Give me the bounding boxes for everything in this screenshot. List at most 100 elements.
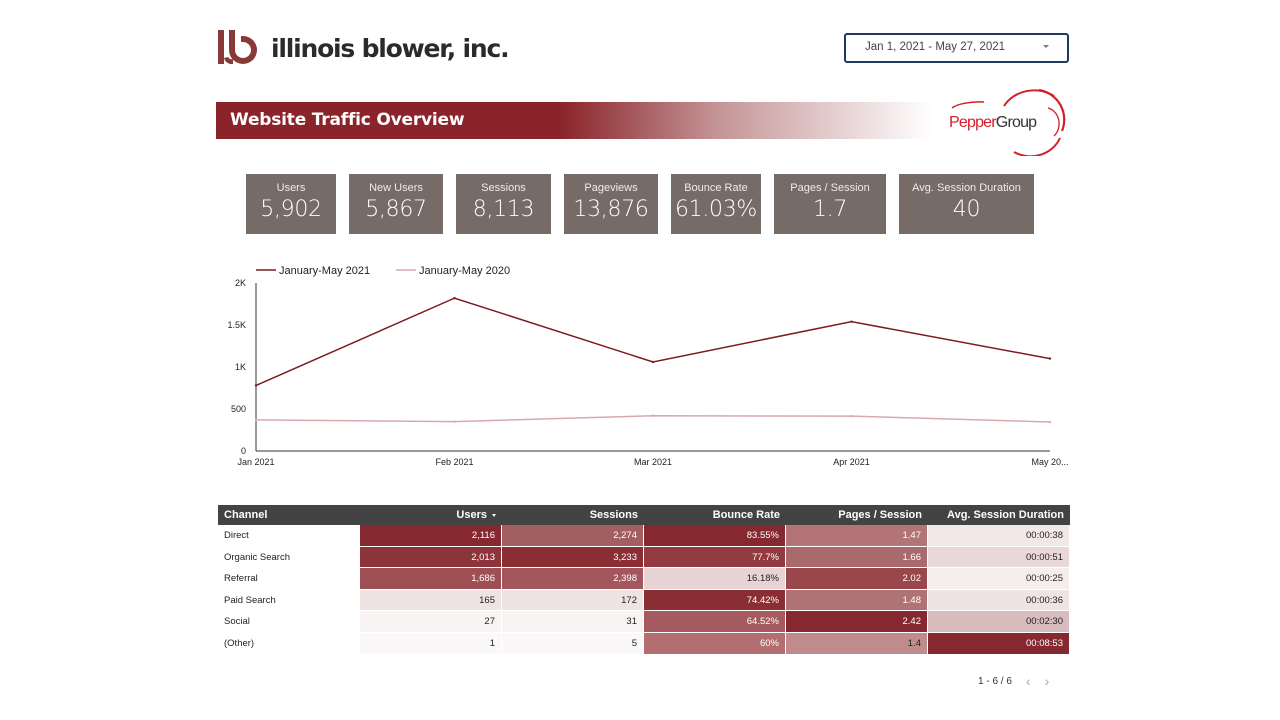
pagination-label: 1 - 6 / 6 [978,675,1012,687]
brand-name: illinois blower, inc. [271,33,510,63]
y-tick-label: 1K [235,362,246,372]
x-tick-label: Mar 2021 [634,457,672,467]
table-cell: 2,398 [502,568,644,589]
table-row: Organic Search 2,013 3,233 77.7% 1.66 00:00:5… [218,546,1070,569]
col-header-sessions[interactable]: Sessions [589,509,638,521]
kpi-label: New Users [369,182,423,194]
table-cell: Organic Search [218,546,360,568]
col-header-bounce-rate[interactable]: Bounce Rate [712,509,780,521]
table-cell: 2,274 [502,525,644,546]
series-2-point [453,420,456,423]
series-line-1 [255,297,1051,387]
table-row: Direct 2,116 2,274 83.55% 1.47 00:00:38 [218,525,1070,547]
legend-label-1: January-May 2021 [279,265,370,277]
date-range-picker[interactable]: Jan 1, 2021 - May 27, 2021 [844,33,1069,63]
table-cell: 1,686 [360,568,502,589]
table-cell: 77.7% [644,546,786,568]
chart-svg: 0 500 1K 1.5K 2K Jan 2021 Feb 2021 Mar 2021 Apr … [227,265,1068,467]
table-cell: 00:00:25 [928,568,1070,589]
table-body: Direct 2,116 2,274 83.55% 1.47 00:00:38 Organi… [218,525,1070,655]
kpi-label: Sessions [481,182,526,194]
col-header-users[interactable]: Users [360,505,502,525]
traffic-line-chart: 0 500 1K 1.5K 2K Jan 2021 Feb 2021 Mar 2021 Apr … [220,258,1080,473]
pepper-group-logo: PepperGroup [944,86,1068,156]
y-tick-label: 500 [231,404,246,414]
table-cell: 00:02:30 [928,611,1070,632]
chevron-right-icon[interactable]: › [1044,673,1050,689]
table-cell: 64.52% [644,611,786,632]
page-title: Website Traffic Overview [230,110,465,130]
x-tick-label: Jan 2021 [237,457,274,467]
ib-logo-icon [218,30,257,65]
series-2-point [254,418,258,422]
table-cell: Paid Search [218,589,360,611]
kpi-users: Users 5,902 [246,174,336,234]
y-tick-label: 0 [241,446,246,456]
table-cell: 83.55% [644,525,786,546]
table-cell: 3,233 [502,546,644,568]
table-cell: (Other) [218,632,360,654]
col-header-avg-session-duration[interactable]: Avg. Session Duration [947,509,1064,521]
kpi-value: 5,902 [260,197,322,222]
table-cell: 60% [644,632,786,654]
col-header-label: Users [456,509,487,521]
kpi-label: Avg. Session Duration [912,182,1021,194]
kpi-label: Users [276,182,306,194]
kpi-new-users: New Users 5,867 [349,174,443,234]
table-cell: 2,013 [360,546,502,568]
table-cell: 00:00:36 [928,589,1070,611]
chevron-down-icon [1043,45,1049,48]
table-cell: 172 [502,589,644,611]
series-2-point [850,414,853,418]
kpi-pages-per-session: Pages / Session 1.7 [774,174,886,234]
table-cell: 74.42% [644,589,786,611]
table-cell: 1.47 [786,525,928,546]
pepper-group-wordmark: PepperGroup [949,114,1037,131]
table-row: Referral 1,686 2,398 16.18% 2.02 00:00:25 [218,568,1070,590]
table-cell: 1.48 [786,589,928,611]
kpi-value: 61.03% [674,197,758,222]
table-cell: 165 [360,589,502,611]
col-header-channel[interactable]: Channel [224,509,268,521]
series-1-point [254,384,258,387]
series-1-point [1048,357,1052,360]
brand-logo: illinois blower, inc. [215,26,510,70]
table-cell: 27 [360,611,502,632]
table-row: Paid Search 165 172 74.42% 1.48 00:00:36 [218,589,1070,612]
table-row: Social 27 31 64.52% 2.42 00:02:30 [218,611,1070,633]
table-cell: 1.66 [786,546,928,568]
kpi-value: 8,113 [472,197,535,222]
table-header: Channel Users Sessions Bounce Rate Pages… [218,505,1070,525]
kpi-label: Pages / Session [790,182,870,194]
sort-desc-icon [492,513,496,517]
date-range-value: Jan 1, 2021 - May 27, 2021 [865,41,1006,53]
kpi-value: 5,867 [365,197,427,222]
y-tick-label: 1.5K [227,320,246,330]
kpi-pageviews: Pageviews 13,876 [564,174,658,234]
kpi-bounce-rate: Bounce Rate 61.03% [671,174,761,234]
table-cell: 00:00:51 [928,546,1070,568]
kpi-label: Bounce Rate [684,182,748,194]
series-2-point [651,414,655,417]
table-cell: 16.18% [644,568,786,589]
title-banner: Website Traffic Overview [216,102,932,139]
kpi-sessions: Sessions 8,113 [456,174,551,234]
chevron-left-icon[interactable]: ‹ [1025,673,1031,689]
table-cell: 31 [502,611,644,632]
pagination: 1 - 6 / 6 ‹ › [978,673,1050,689]
kpi-value: 40 [952,197,981,222]
table-cell: 1.4 [786,632,928,654]
x-tick-label: Feb 2021 [435,457,473,467]
series-1-point [453,296,456,300]
legend-label-2: January-May 2020 [419,265,510,277]
table-cell: Direct [218,525,360,546]
col-header-pages-per-session[interactable]: Pages / Session [838,509,922,521]
kpi-value: 1.7 [812,197,848,222]
series-2-point [1048,420,1052,424]
table-cell: 1 [360,632,502,654]
kpi-label: Pageviews [584,182,638,194]
x-tick-label: May 20... [1031,457,1068,467]
kpi-avg-session-duration: Avg. Session Duration 40 [899,174,1034,234]
y-tick-label: 2K [235,278,246,288]
table-row: (Other) 1 5 60% 1.4 00:08:53 [218,632,1070,655]
